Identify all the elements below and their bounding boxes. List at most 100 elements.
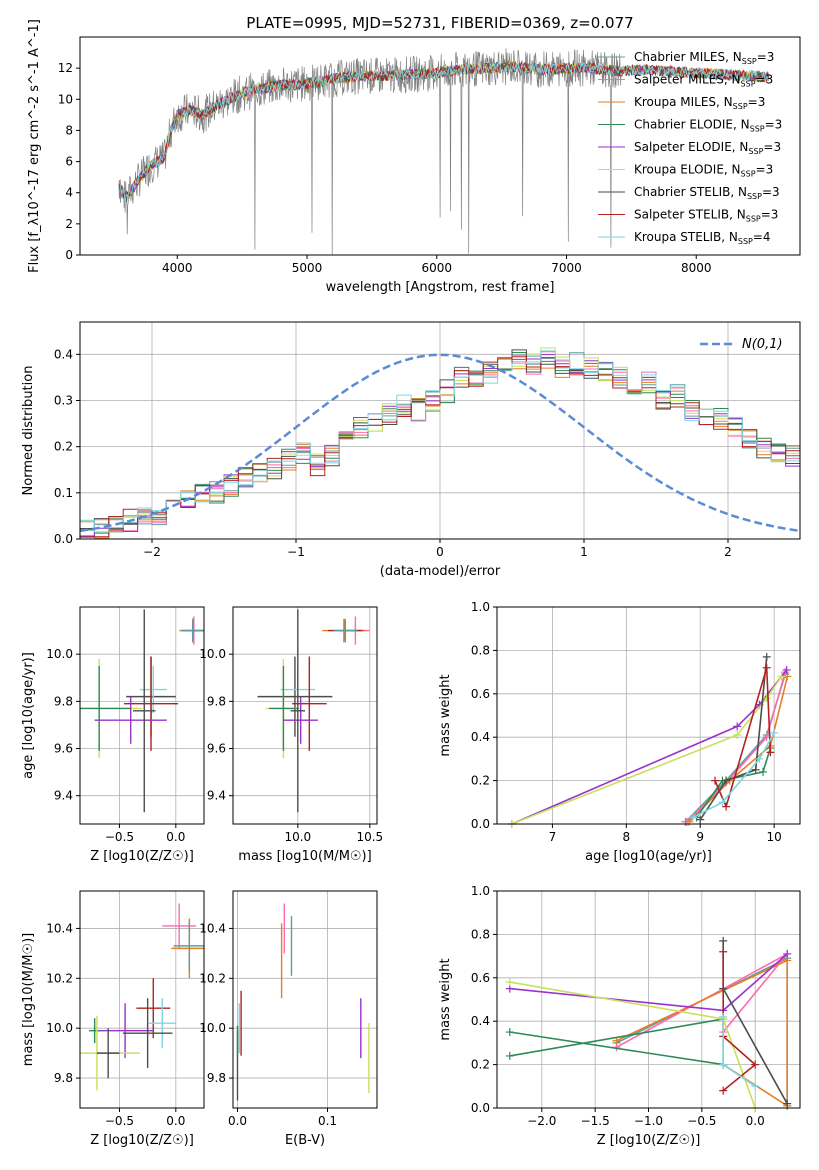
marker-plus: [777, 672, 786, 681]
y-tick-label: 12: [58, 61, 73, 75]
y-tick-label: 0.4: [471, 730, 490, 744]
x-tick-label: −1: [287, 545, 305, 559]
x-axis-label: (data-model)/error: [380, 564, 501, 579]
axes-frame: [79, 606, 205, 825]
x-tick-label: −2: [143, 545, 161, 559]
marker-plus: [751, 1060, 760, 1069]
weight-line: [692, 732, 775, 819]
marker-plus: [719, 947, 728, 956]
x-axis-label: E(B-V): [285, 1133, 325, 1148]
histogram-step: [80, 349, 800, 539]
legend-label: Chabrier ELODIE, NSSP=3: [634, 118, 782, 134]
y-axis-label: mass weight: [438, 674, 453, 756]
x-tick-label: 10: [766, 830, 781, 844]
marker-plus: [505, 1051, 514, 1060]
axes-age_vs_Z: −0.5 0.0 9.4 9.6 9.8 10.0 Z [log10(Z/Z☉)] age […: [21, 607, 204, 864]
y-tick-label: 0.8: [471, 927, 490, 941]
marker-plus: [759, 767, 768, 776]
marker-plus: [711, 776, 720, 785]
x-tick-label: 0: [436, 545, 444, 559]
y-tick-label: 10.0: [199, 1021, 226, 1035]
marker-plus: [751, 765, 760, 774]
y-tick-label: 10.2: [199, 971, 226, 985]
y-tick-label: 1.0: [471, 884, 490, 898]
y-tick-label: 10.0: [199, 647, 226, 661]
marker-plus: [505, 1028, 514, 1037]
legend-label: Chabrier MILES, NSSP=3: [634, 50, 774, 66]
x-tick-label: −2.0: [527, 1114, 556, 1128]
y-tick-label: 9.8: [54, 694, 73, 708]
y-axis-label: mass [log10(M/M☉)]: [21, 933, 36, 1066]
x-tick-label: 6000: [421, 261, 452, 275]
x-axis-label: wavelength [Angstrom, rest frame]: [326, 280, 555, 295]
y-axis-label: Normed distribution: [21, 366, 36, 496]
plots-layer: 4000 5000 6000 7000 8000024681012wavelength …: [21, 19, 801, 1148]
y-tick-label: 9.6: [54, 742, 73, 756]
marker-plus: [719, 936, 728, 945]
axes-frame: [232, 890, 378, 1109]
x-tick-label: 0.0: [228, 1114, 247, 1128]
y-tick-label: 2: [65, 217, 73, 231]
y-tick-label: 0.2: [471, 774, 490, 788]
marker-plus: [751, 1082, 760, 1091]
legend-label: N(0,1): [742, 337, 783, 352]
y-tick-label: 10.0: [46, 1021, 73, 1035]
y-tick-label: 9.4: [54, 789, 73, 803]
figure-title: PLATE=0995, MJD=52731, FIBERID=0369, z=0…: [246, 14, 633, 32]
x-tick-label: 8000: [681, 261, 712, 275]
y-tick-label: 9.4: [207, 789, 226, 803]
marker-plus: [505, 978, 514, 987]
x-tick-label: 7000: [551, 261, 582, 275]
weight-line: [695, 747, 772, 818]
axes-mass_vs_Z: −0.5 0.0 9.8 10.0 10.2 10.4 Z [log10(Z/Z☉)] mas…: [21, 891, 204, 1148]
weight-line: [688, 676, 789, 823]
marker-plus: [722, 776, 731, 785]
y-axis-label: age [log10(age/yr)]: [21, 652, 36, 779]
x-tick-label: 0.1: [318, 1114, 337, 1128]
y-tick-label: 6: [65, 155, 73, 169]
marker-plus: [770, 728, 779, 737]
y-tick-label: 10.0: [46, 647, 73, 661]
marker-plus: [719, 1060, 728, 1069]
axes-frame: [496, 890, 801, 1109]
x-tick-label: −1.5: [581, 1114, 610, 1128]
marker-plus: [766, 748, 775, 757]
axes-frame: [79, 890, 205, 1109]
x-tick-label: 0.0: [746, 1114, 765, 1128]
gaussian-curve: [79, 353, 801, 533]
x-tick-label: −0.5: [105, 830, 134, 844]
histogram-step: [80, 352, 800, 539]
marker-plus: [733, 731, 742, 740]
weight-line: [722, 951, 757, 1092]
y-tick-label: 0.3: [54, 393, 73, 407]
y-tick-label: 10: [58, 92, 73, 106]
x-tick-label: 1: [580, 545, 588, 559]
weight-line: [511, 669, 788, 824]
y-axis-label: Flux [f_λ10^-17 erg cm^-2 s^-1 A^-1]: [27, 19, 42, 273]
marker-plus: [733, 722, 742, 731]
model-line: [118, 61, 769, 204]
histogram-step: [80, 350, 800, 539]
x-tick-label: −1.0: [634, 1114, 663, 1128]
x-axis-label: Z [log10(Z/Z☉)]: [90, 1133, 194, 1148]
x-tick-label: −0.5: [105, 1114, 134, 1128]
marker-plus: [718, 798, 727, 807]
y-tick-label: 9.6: [207, 742, 226, 756]
y-tick-label: 4: [65, 186, 73, 200]
legend-label: Salpeter MILES, NSSP=3: [634, 73, 773, 89]
axes-mass_vs_EBV: 0.0 0.1 9.8 10.0 10.2 10.4 E(B-V): [199, 891, 377, 1148]
marker-plus: [783, 949, 792, 958]
legend-label: Kroupa MILES, NSSP=3: [634, 95, 765, 111]
histogram-step: [80, 354, 800, 539]
y-tick-label: 0.2: [471, 1058, 490, 1072]
marker-plus: [719, 1012, 728, 1021]
marker-plus: [719, 1086, 728, 1095]
histogram-step: [80, 352, 800, 539]
x-axis-label: Z [log10(Z/Z☉)]: [90, 849, 194, 864]
legend-label: Chabrier STELIB, NSSP=3: [634, 185, 780, 201]
y-axis-label: mass weight: [438, 958, 453, 1040]
y-tick-label: 0.1: [54, 486, 73, 500]
x-axis-label: mass [log10(M/M☉)]: [238, 849, 371, 864]
x-tick-label: 10.0: [284, 830, 311, 844]
y-tick-label: 10.4: [46, 921, 73, 935]
